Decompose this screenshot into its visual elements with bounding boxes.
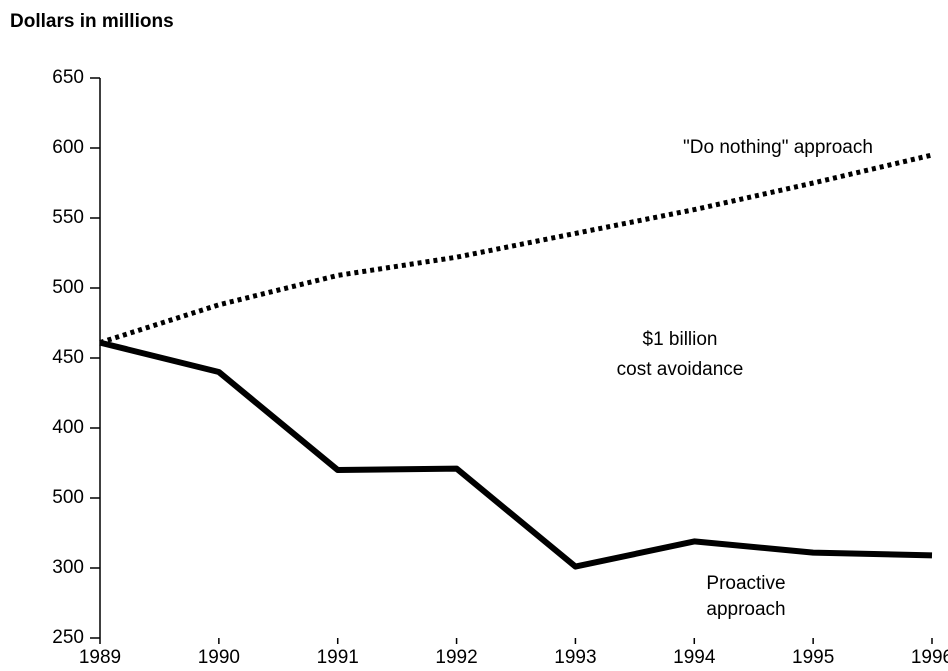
y-tick-label: 600	[52, 137, 84, 158]
x-tick-label: 1993	[554, 647, 596, 668]
x-tick-label: 1989	[79, 647, 121, 668]
x-tick-label: 1990	[198, 647, 240, 668]
y-tick-label: 300	[52, 557, 84, 578]
x-tick-label: 1994	[673, 647, 716, 668]
chart-title: Dollars in millions	[10, 11, 174, 32]
y-tick-label: 500	[52, 487, 84, 508]
x-tick-label: 1992	[435, 647, 477, 668]
annotation: cost avoidance	[616, 359, 744, 380]
y-tick-label: 250	[52, 627, 84, 648]
series-line	[99, 152, 933, 345]
y-tick-label: 400	[52, 417, 84, 438]
series-line	[99, 339, 933, 570]
y-tick-label: 500	[52, 277, 84, 298]
x-tick-label: 1995	[792, 647, 834, 668]
y-tick-label: 650	[52, 67, 84, 88]
y-tick-label: 450	[52, 347, 84, 368]
annotation: $1 billion	[642, 329, 718, 350]
x-tick-label: 1996	[911, 647, 948, 668]
x-tick-label: 1991	[317, 647, 359, 668]
series-label: Proactive approach	[706, 573, 786, 620]
series-label: "Do nothing" approach	[683, 137, 873, 158]
y-tick-label: 550	[52, 207, 84, 228]
